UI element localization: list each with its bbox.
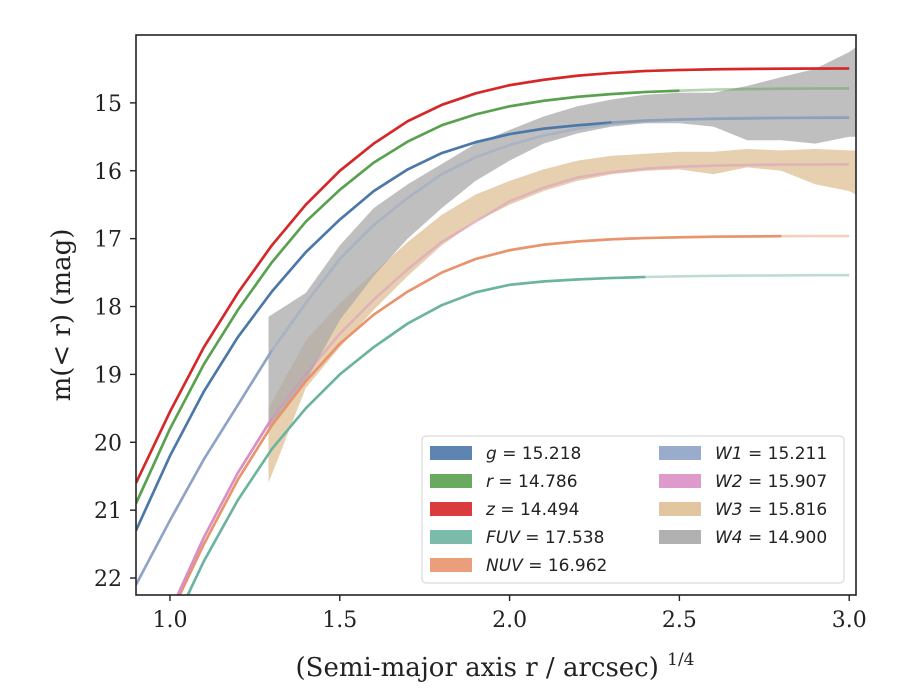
legend-label-var: W2 xyxy=(715,472,743,492)
y-axis-ticks: 15 16 17 18 19 20 21 22 xyxy=(94,92,136,592)
legend-swatch xyxy=(659,530,701,544)
legend-item-nuv: NUV = 16.962 xyxy=(430,556,607,576)
legend-item-w4: W4 = 14.900 xyxy=(659,528,827,548)
uncertainty-bands xyxy=(268,47,856,483)
legend-label-value: = 17.538 xyxy=(520,528,605,548)
x-axis-label-main: (Semi-major axis r / arcsec) xyxy=(295,653,658,683)
legend-item-w3: W3 = 15.816 xyxy=(659,500,827,520)
legend-swatch xyxy=(659,446,701,460)
legend-label-value: = 14.494 xyxy=(495,500,580,520)
legend-label-var: r xyxy=(486,472,494,492)
legend-item-g: g = 15.218 xyxy=(430,444,581,464)
legend-label: FUV = 17.538 xyxy=(486,528,604,548)
legend-swatch xyxy=(430,502,472,516)
line-w1 xyxy=(136,349,273,586)
legend-label: g = 15.218 xyxy=(486,444,581,464)
legend-label-value: = 14.786 xyxy=(493,472,578,492)
y-tick-label: 18 xyxy=(94,296,122,321)
legend-item-r: r = 14.786 xyxy=(430,472,578,492)
line-nuv xyxy=(178,234,782,595)
legend-label-value: = 14.900 xyxy=(743,528,828,548)
legend-label-var: z xyxy=(485,500,496,520)
legend-label-value: = 16.962 xyxy=(523,556,608,576)
legend-swatch xyxy=(430,530,472,544)
legend-label: W4 = 14.900 xyxy=(715,528,827,548)
legend-item-w1: W1 = 15.211 xyxy=(659,444,827,464)
y-tick-label: 15 xyxy=(94,92,122,117)
x-axis-ticks: 1.0 1.5 2.0 2.5 3.0 xyxy=(152,595,867,633)
y-axis-label: m(< r) (mag) xyxy=(47,229,77,402)
legend-label: z = 14.494 xyxy=(485,500,579,520)
legend-label-value: = 15.816 xyxy=(743,500,828,520)
band-w4 xyxy=(268,47,856,433)
plot-frame xyxy=(135,34,857,596)
y-tick-label: 20 xyxy=(94,431,122,456)
x-tick-label: 3.0 xyxy=(832,608,867,633)
line-w2-faint xyxy=(176,163,850,595)
legend-label-var: FUV xyxy=(486,528,521,548)
x-tick-label: 1.5 xyxy=(322,608,357,633)
x-tick-label: 2.5 xyxy=(662,608,697,633)
x-axis-label: (Semi-major axis r / arcsec) 1/4 xyxy=(295,650,694,683)
x-axis-label-exponent: 1/4 xyxy=(667,650,694,670)
legend-item-fuv: FUV = 17.538 xyxy=(430,528,604,548)
legend-label-var: W1 xyxy=(715,444,743,464)
legend-label-var: NUV xyxy=(486,556,524,576)
legend-item-w2: W2 = 15.907 xyxy=(659,472,827,492)
legend-label-value: = 15.907 xyxy=(743,472,828,492)
legend-frame xyxy=(421,435,845,584)
line-g xyxy=(136,121,612,532)
legend-label: W3 = 15.816 xyxy=(715,500,827,520)
line-z xyxy=(136,67,850,484)
y-tick-label: 19 xyxy=(94,363,122,388)
x-tick-label: 2.0 xyxy=(492,608,527,633)
legend-item-z: z = 14.494 xyxy=(430,500,579,520)
legend-label-var: W4 xyxy=(715,528,743,548)
legend-label: r = 14.786 xyxy=(486,472,578,492)
legend-label: W1 = 15.211 xyxy=(715,444,827,464)
legend-label-value: = 15.211 xyxy=(743,444,828,464)
legend-swatch xyxy=(430,558,472,572)
legend-label-var: g xyxy=(486,444,497,464)
line-fuv xyxy=(186,275,646,595)
y-tick-label: 21 xyxy=(94,499,122,524)
line-w2 xyxy=(176,417,273,595)
x-tick-label: 1.0 xyxy=(152,608,187,633)
legend-label-var: W3 xyxy=(715,500,743,520)
legend-swatch xyxy=(659,474,701,488)
line-r xyxy=(136,89,680,504)
legend-swatch xyxy=(659,502,701,516)
y-tick-label: 17 xyxy=(94,228,122,253)
legend-label: W2 = 15.907 xyxy=(715,472,827,492)
y-tick-label: 16 xyxy=(94,160,122,185)
legend-swatch xyxy=(430,446,472,460)
legend-label: NUV = 16.962 xyxy=(486,556,607,576)
legend-swatch xyxy=(430,474,472,488)
data-series-lines xyxy=(136,67,850,595)
y-tick-label: 22 xyxy=(94,567,122,592)
legend-label-value: = 15.218 xyxy=(497,444,582,464)
